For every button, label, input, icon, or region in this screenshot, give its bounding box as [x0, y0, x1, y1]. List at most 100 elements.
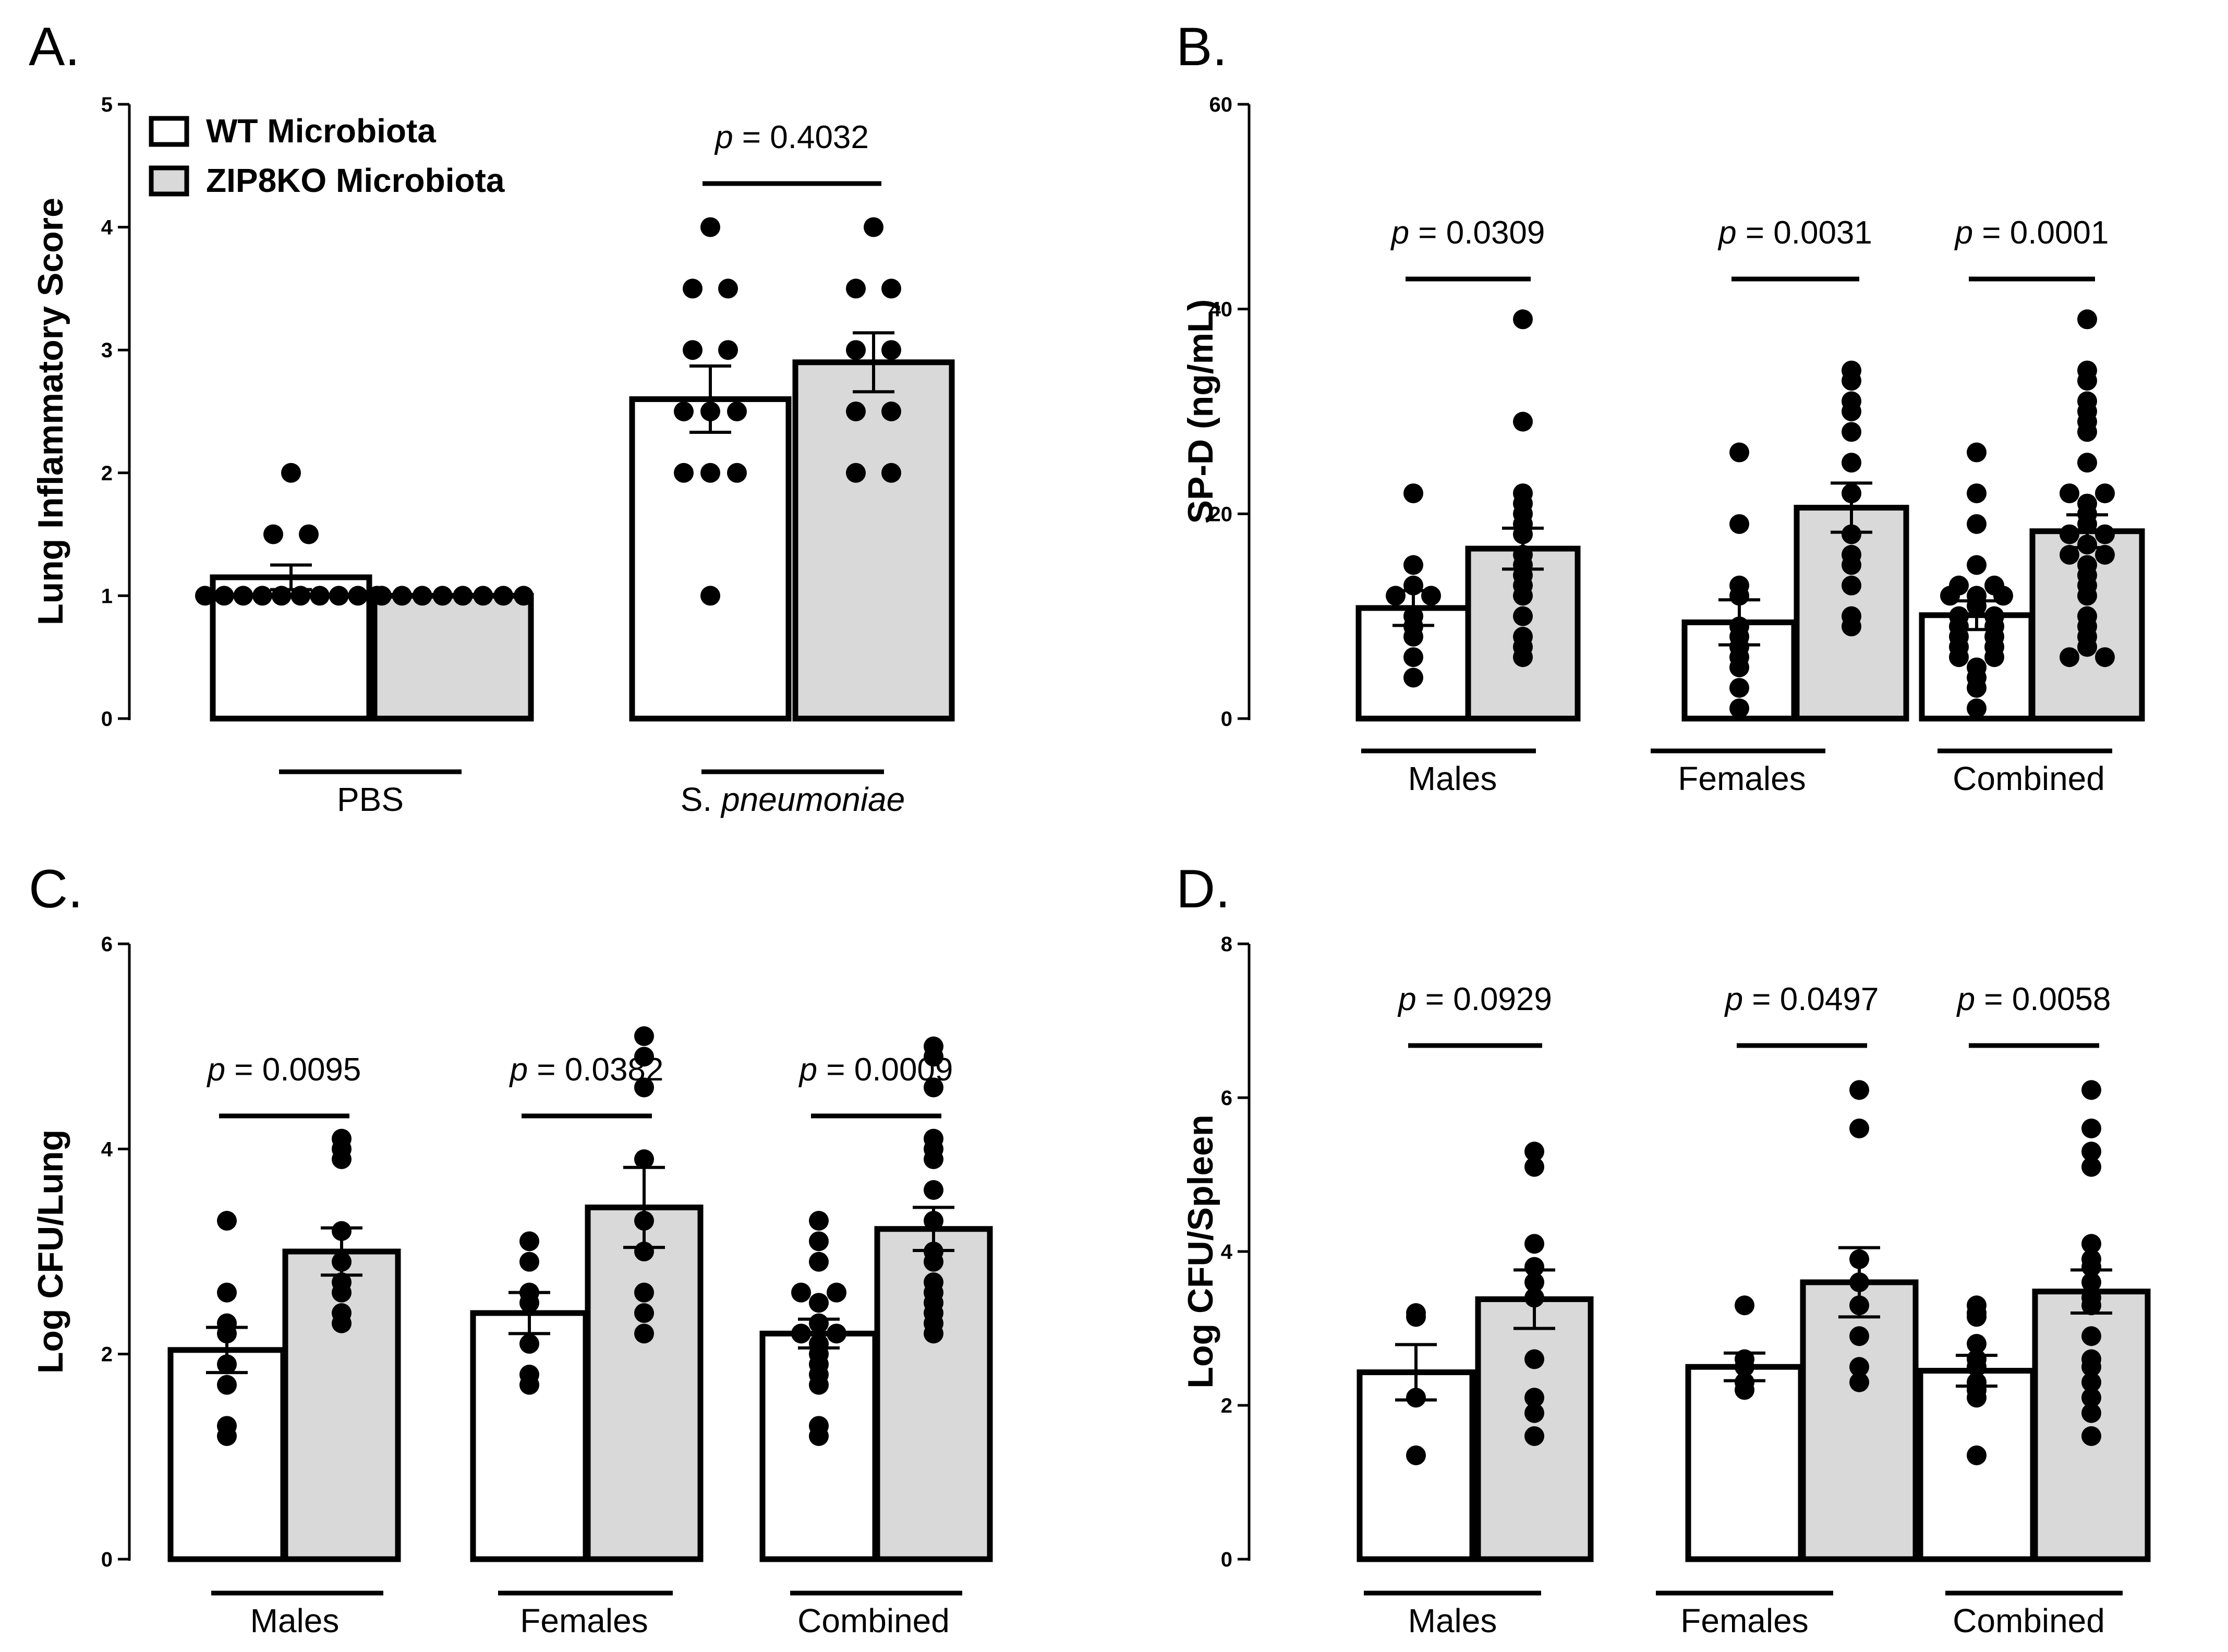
- data-point: [791, 1282, 811, 1303]
- data-point: [271, 586, 292, 606]
- legend-swatch: [149, 116, 189, 147]
- p-value-label: p = 0.0382: [509, 1052, 664, 1088]
- group-label: PBS: [337, 781, 404, 818]
- data-point: [2095, 647, 2115, 667]
- data-point: [217, 1354, 237, 1375]
- legend-label: ZIP8KO Microbiota: [206, 162, 505, 199]
- group-label: Males: [1408, 760, 1497, 797]
- data-point: [1842, 544, 1861, 565]
- data-point: [1406, 1388, 1426, 1408]
- data-point: [2060, 544, 2079, 565]
- data-point: [2077, 606, 2097, 626]
- data-point: [1849, 1326, 1869, 1346]
- data-point: [700, 463, 720, 483]
- y-tick-label: 0: [101, 708, 113, 731]
- data-point: [332, 1128, 352, 1149]
- data-point: [827, 1282, 846, 1303]
- data-point: [1949, 606, 1969, 626]
- group-label: Females: [520, 1602, 648, 1639]
- data-point: [519, 1334, 539, 1354]
- bar-zip8ko: [792, 359, 955, 722]
- p-value: 0.0031: [1773, 215, 1872, 251]
- data-point: [1842, 483, 1861, 504]
- data-point: [2060, 647, 2079, 667]
- y-tick-label: 6: [101, 933, 113, 956]
- data-point: [2081, 1141, 2101, 1162]
- data-point: [1842, 422, 1861, 442]
- data-point: [2081, 1326, 2101, 1346]
- data-point: [809, 1416, 829, 1436]
- data-point: [519, 1282, 539, 1303]
- y-tick-label: 20: [1209, 503, 1233, 526]
- data-point: [348, 586, 368, 606]
- data-point: [1967, 514, 1987, 534]
- data-point: [809, 1293, 829, 1313]
- data-point: [217, 1416, 237, 1436]
- data-point: [634, 1026, 654, 1046]
- data-point: [1849, 1295, 1869, 1316]
- group-s-pneumoniae: p = 0.4032 S. pneumoniae: [629, 119, 955, 818]
- group-label: Females: [1680, 1602, 1808, 1639]
- bar-zip8ko: [1800, 1279, 1919, 1562]
- group-label: Combined: [797, 1602, 950, 1639]
- y-tick-label: 0: [1221, 708, 1232, 731]
- data-point: [1513, 483, 1533, 504]
- legend: WT Microbiota ZIP8KO Microbiota: [149, 112, 505, 199]
- bar-zip8ko: [371, 592, 534, 722]
- data-point: [1524, 1257, 1544, 1277]
- data-point: [1967, 483, 1987, 504]
- y-tick-label: 2: [101, 1343, 113, 1366]
- data-point: [1513, 626, 1533, 647]
- data-point: [809, 1231, 829, 1252]
- data-point: [514, 586, 534, 606]
- data-point: [2060, 524, 2079, 544]
- data-point: [1406, 1445, 1426, 1465]
- data-point: [1849, 1119, 1869, 1138]
- data-point: [1967, 1445, 1987, 1465]
- data-point: [1403, 647, 1423, 667]
- data-point: [1406, 1303, 1426, 1323]
- data-point: [727, 402, 747, 421]
- p-value-label: p = 0.0031: [1717, 215, 1872, 251]
- y-tick-label: 0: [1221, 1548, 1232, 1571]
- y-tick-label: 6: [1221, 1087, 1232, 1110]
- data-point: [519, 1231, 539, 1252]
- data-point: [217, 1375, 237, 1395]
- data-point: [1524, 1426, 1544, 1446]
- data-point: [2077, 535, 2097, 555]
- y-tick-label: 40: [1209, 298, 1233, 321]
- data-point: [683, 278, 703, 299]
- data-point: [1735, 1349, 1754, 1369]
- group-pbs: PBS: [195, 463, 534, 818]
- data-point: [674, 402, 694, 421]
- panel-letter: A.: [29, 17, 80, 77]
- p-value-label: p = 0.0095: [207, 1052, 361, 1088]
- data-point: [1729, 616, 1749, 637]
- data-point: [1403, 606, 1423, 626]
- data-point: [1421, 586, 1441, 606]
- data-point: [718, 278, 738, 299]
- data-point: [2095, 544, 2115, 565]
- panel-letter: B.: [1176, 17, 1227, 77]
- data-point: [195, 586, 215, 606]
- p-value: 0.0309: [1446, 215, 1545, 251]
- data-point: [2081, 1119, 2101, 1138]
- data-point: [2077, 391, 2097, 411]
- panel-a: A. Lung Inflammatory Score 0 1 2 3 4 5 PBS p = 0.…: [29, 17, 955, 818]
- group-label: S. pneumoniae: [681, 781, 905, 818]
- data-point: [924, 1036, 943, 1056]
- data-point: [473, 586, 493, 606]
- data-point: [881, 278, 901, 299]
- data-point: [1842, 360, 1861, 381]
- p-value: 0.0497: [1780, 981, 1879, 1017]
- data-point: [700, 586, 720, 606]
- data-point: [1386, 586, 1406, 606]
- data-point: [252, 586, 272, 606]
- data-point: [2081, 1349, 2101, 1369]
- data-point: [1729, 575, 1749, 596]
- data-point: [674, 463, 694, 483]
- data-point: [1513, 606, 1533, 626]
- data-point: [1729, 678, 1749, 698]
